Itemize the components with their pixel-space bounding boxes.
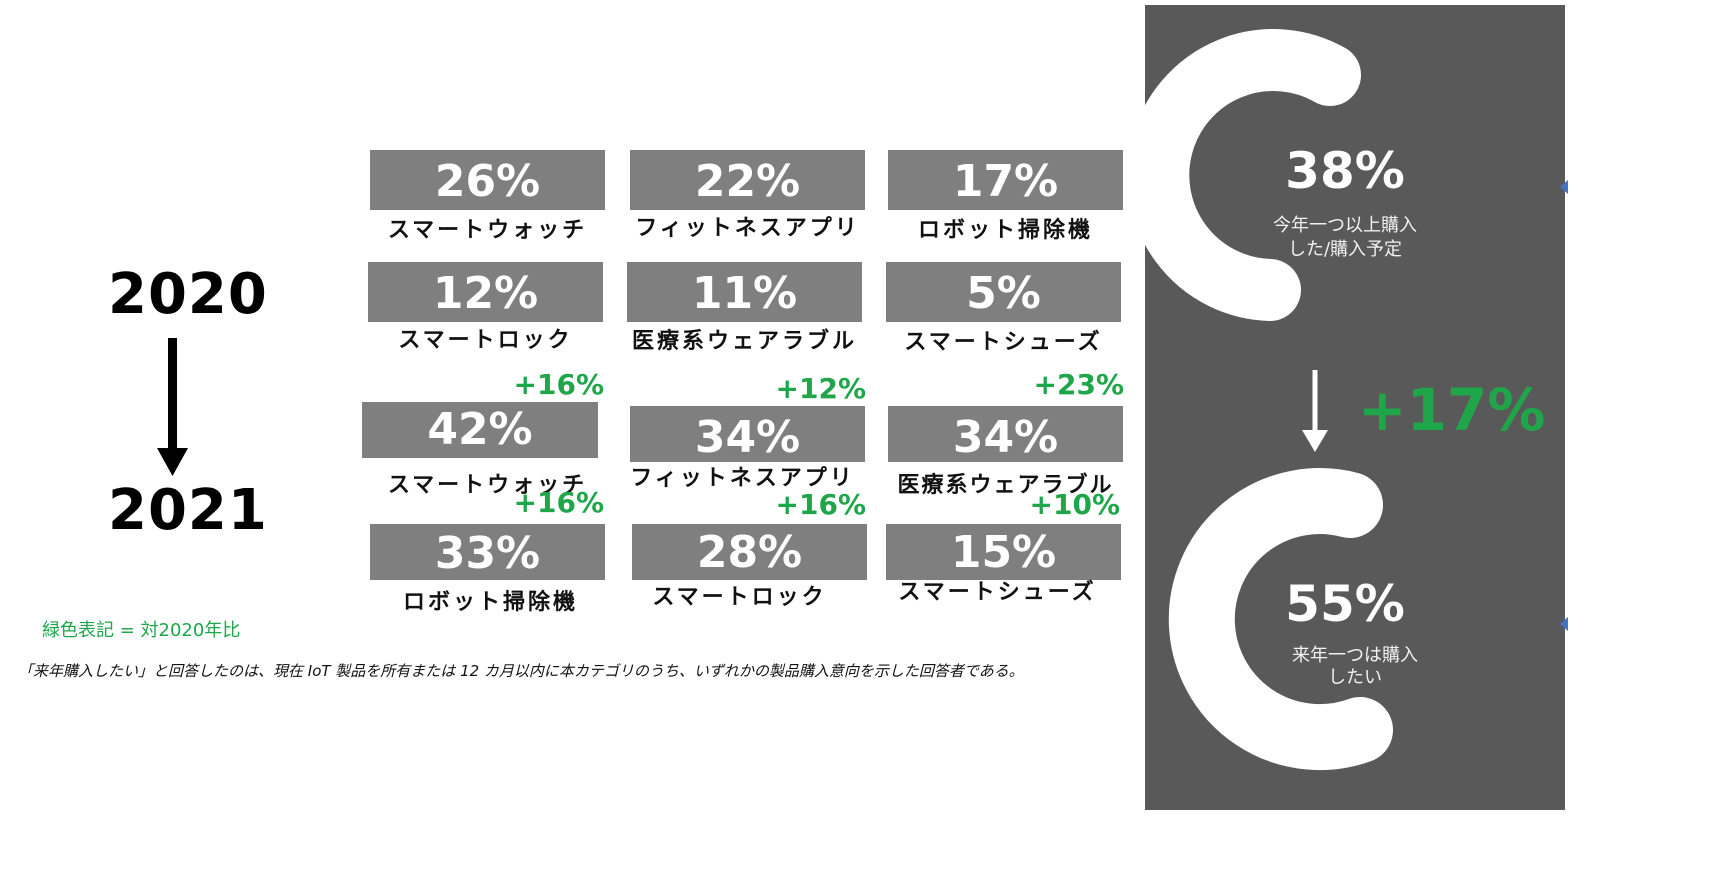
donut-2021-caption-line1: 来年一つは購入 bbox=[1292, 645, 1418, 666]
delta-2021-medical-wearable: +23% bbox=[1033, 368, 1124, 401]
tile-2020-smart-lock: 12% bbox=[368, 262, 603, 322]
delta-2021-fitness-app: +12% bbox=[775, 372, 866, 405]
donut-2021-value: 55% bbox=[1285, 575, 1405, 633]
tile-2021-fitness-app: 34% bbox=[630, 406, 865, 463]
donut-2020-caption-line2: した/購入予定 bbox=[1287, 239, 1403, 260]
label-2021-smartwatch: スマートウォッチ bbox=[387, 473, 588, 498]
delta-2021-smart-lock: +16% bbox=[775, 488, 866, 521]
delta-2021-robot-vacuum: +16% bbox=[513, 486, 604, 519]
tile-2021-smart-shoes: 15% bbox=[886, 524, 1121, 580]
edge-marker-icon bbox=[1560, 617, 1568, 631]
label-2021-robot-vacuum: ロボット掃除機 bbox=[402, 590, 578, 615]
panel-change: +17% bbox=[1358, 376, 1546, 444]
donut-2020-caption-line1: 今年一つ以上購入 bbox=[1273, 215, 1417, 236]
delta-2021-smart-shoes: +10% bbox=[1029, 488, 1120, 521]
year-from-label: 2020 bbox=[108, 262, 268, 327]
footnote: 「来年購入したい」と回答したのは、現在 IoT 製品を所有または 12 カ月以内… bbox=[18, 662, 1024, 680]
donut-arc-2020 bbox=[1145, 29, 1361, 321]
label-2020-medical-wearable: 医療系ウェアラブル bbox=[631, 329, 857, 354]
label-2020-smart-lock: スマートロック bbox=[398, 328, 573, 353]
label-2021-medical-wearable: 医療系ウェアラブル bbox=[897, 473, 1114, 498]
tile-2020-fitness-app: 22% bbox=[630, 150, 865, 210]
label-2021-smart-lock: スマートロック bbox=[652, 585, 827, 610]
label-2020-smart-shoes: スマートシューズ bbox=[904, 330, 1103, 355]
label-2020-fitness-app: フィットネスアプリ bbox=[635, 216, 860, 241]
year-arrow-head-icon bbox=[157, 448, 188, 476]
delta-2021-smartwatch: +16% bbox=[513, 368, 604, 401]
donut-2020-value: 38% bbox=[1285, 142, 1405, 200]
tile-2021-medical-wearable: 34% bbox=[888, 406, 1123, 463]
label-2021-fitness-app: フィットネスアプリ bbox=[630, 466, 855, 491]
tile-2020-robot-vacuum: 17% bbox=[888, 150, 1123, 210]
tile-2020-smartwatch: 26% bbox=[370, 150, 605, 210]
legend-note: 緑色表記 = 対2020年比 bbox=[42, 620, 241, 641]
tile-2021-smart-lock: 28% bbox=[632, 524, 867, 580]
year-to-label: 2021 bbox=[108, 478, 268, 543]
donut-2021-caption-line2: したい bbox=[1328, 667, 1382, 688]
tile-2021-robot-vacuum: 33% bbox=[370, 524, 605, 580]
label-2020-smartwatch: スマートウォッチ bbox=[387, 218, 588, 243]
label-2021-smart-shoes: スマートシューズ bbox=[898, 580, 1097, 605]
tile-2020-medical-wearable: 11% bbox=[627, 262, 862, 322]
donut-arc-2021 bbox=[1168, 468, 1393, 770]
label-2020-robot-vacuum: ロボット掃除機 bbox=[917, 218, 1093, 243]
edge-marker-icon bbox=[1560, 180, 1568, 194]
tile-2020-smart-shoes: 5% bbox=[886, 262, 1121, 322]
year-arrow-shaft bbox=[168, 338, 177, 452]
panel-arrow-head-icon bbox=[1302, 430, 1328, 452]
tile-2021-smartwatch: 42% bbox=[362, 402, 598, 458]
donut-2020 bbox=[1145, 29, 1393, 770]
